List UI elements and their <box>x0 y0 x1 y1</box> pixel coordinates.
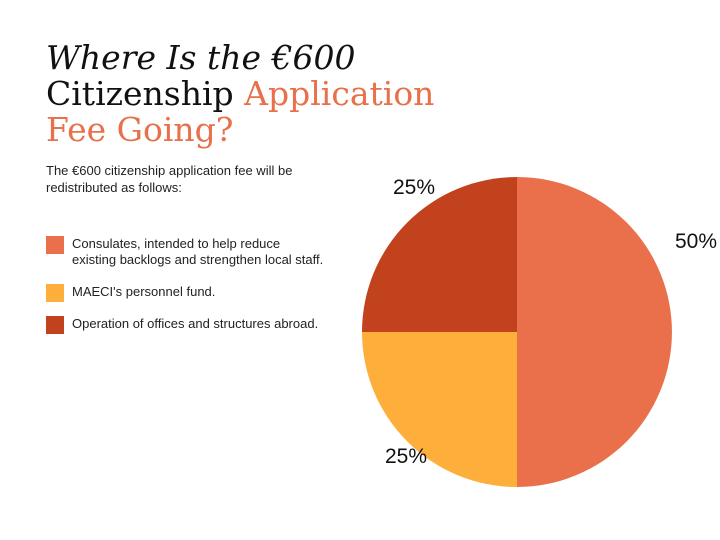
chart-title: Where Is the €600 Citizenship Applicatio… <box>46 40 466 148</box>
pie-slices <box>362 177 672 487</box>
pie-slice-offices-abroad <box>362 177 517 332</box>
chart-subtitle: The €600 citizenship application fee wil… <box>46 163 293 195</box>
legend-label-offices-abroad: Operation of offices and structures abro… <box>72 316 319 331</box>
pie-slice-personnel-fund <box>362 332 517 487</box>
legend: Consulates, intended to help reduce exis… <box>46 236 326 348</box>
legend-label-personnel-fund: MAECI's personnel fund. <box>72 284 216 299</box>
legend-item-consulates: Consulates, intended to help reduce exis… <box>46 236 326 268</box>
legend-swatch-offices-abroad <box>46 316 64 334</box>
legend-item-offices-abroad: Operation of offices and structures abro… <box>46 316 326 334</box>
title-line-1: Where Is the €600 <box>46 38 356 77</box>
title-line-2-accent: Application <box>244 74 435 113</box>
pie-label-personnel-fund: 25% <box>393 176 435 199</box>
legend-item-personnel-fund: MAECI's personnel fund. <box>46 284 326 302</box>
legend-swatch-consulates <box>46 236 64 254</box>
legend-swatch-personnel-fund <box>46 284 64 302</box>
pie-chart: 50% 25% 25% <box>362 176 717 487</box>
pie-label-offices-abroad: 25% <box>385 445 427 468</box>
title-line-2-dark: Citizenship <box>46 74 245 113</box>
pie-slice-consulates <box>517 177 672 487</box>
title-line-3-accent: Fee Going? <box>46 110 234 149</box>
title-line-2: Citizenship Application <box>46 76 466 112</box>
legend-label-consulates: Consulates, intended to help reduce exis… <box>72 236 324 267</box>
pie-labels: 50% 25% 25% <box>385 176 717 468</box>
pie-label-consulates: 50% <box>675 230 717 253</box>
